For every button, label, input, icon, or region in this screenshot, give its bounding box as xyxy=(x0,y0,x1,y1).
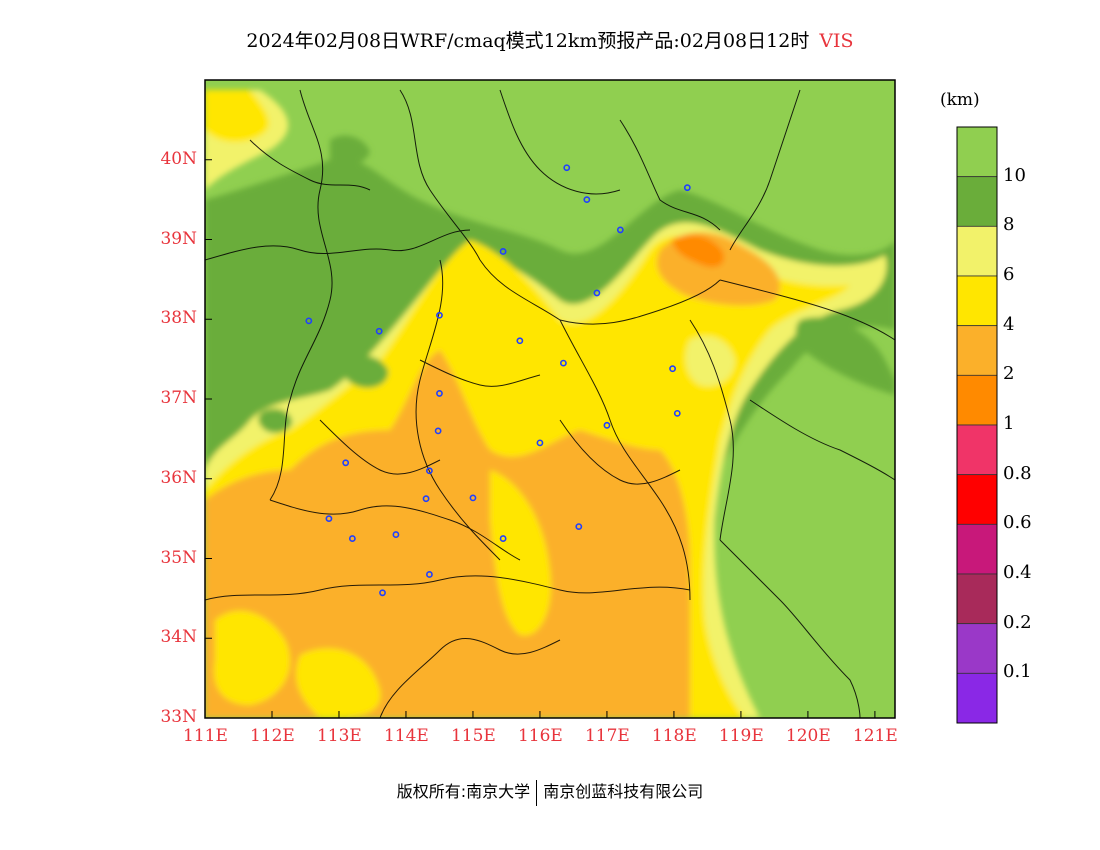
city-marker xyxy=(342,459,350,467)
forecast-field xyxy=(205,80,895,718)
variable-name: VIS xyxy=(819,30,854,52)
lat-label: 35N xyxy=(160,547,197,568)
lon-label: 119E xyxy=(718,726,764,746)
lon-label: 120E xyxy=(785,726,831,746)
colorbar-label: 8 xyxy=(1003,214,1015,236)
colorbar-segment xyxy=(956,126,998,178)
vis-patch-8-10-c xyxy=(258,408,292,433)
city-marker xyxy=(426,467,433,475)
colorbar-segment xyxy=(956,275,998,327)
city-marker xyxy=(673,409,681,417)
colorbar-unit: (km) xyxy=(940,90,980,110)
lat-label: 38N xyxy=(160,308,197,329)
lat-label: 39N xyxy=(160,228,197,249)
vis-patch-8-10-b xyxy=(341,355,389,388)
lon-label: 121E xyxy=(852,726,898,746)
lon-label: 112E xyxy=(249,726,295,746)
colorbar-segment xyxy=(956,325,998,376)
vis-region-1-2 xyxy=(672,234,725,268)
axis-ticks xyxy=(204,159,876,719)
vis-patch-6-8-a xyxy=(685,336,735,387)
lat-label: 40N xyxy=(160,148,197,169)
city-marker xyxy=(593,289,601,297)
separator xyxy=(536,779,538,806)
colorbar xyxy=(956,126,998,724)
copyright-footer: 版权所有:南京大学 南京创蓝科技有限公司 xyxy=(0,778,1100,806)
colorbar-label: 0.4 xyxy=(1003,562,1032,583)
lat-label: 36N xyxy=(160,467,197,488)
city-marker xyxy=(499,535,507,542)
city-marker xyxy=(575,523,583,530)
lon-label: 118E xyxy=(651,726,697,746)
title-text: 2024年02月08日WRF/cmaq模式12km预报产品:02月08日12时 xyxy=(246,30,810,52)
lon-label: 117E xyxy=(584,726,630,746)
vis-patch-8-10-d xyxy=(795,317,895,395)
colorbar-label: 6 xyxy=(1003,264,1015,285)
lat-label: 37N xyxy=(160,388,197,408)
colorbar-segment xyxy=(956,225,998,277)
city-marker xyxy=(325,515,333,523)
city-marker xyxy=(559,359,567,367)
city-marker xyxy=(348,535,356,542)
colorbar-frame xyxy=(956,126,998,724)
lon-label: 111E xyxy=(183,726,228,746)
city-marker xyxy=(516,337,524,345)
city-marker xyxy=(583,196,591,204)
copyright-owner: 版权所有:南京大学 xyxy=(396,782,531,801)
colorbar-segment xyxy=(956,623,998,674)
vis-patch-4-6-c xyxy=(490,470,551,636)
city-marker xyxy=(422,495,430,503)
city-marker xyxy=(392,531,400,538)
colorbar-label: 4 xyxy=(1003,313,1015,335)
colorbar-label: 0.6 xyxy=(1003,512,1032,534)
colorbar-label: 0.2 xyxy=(1003,611,1032,633)
colorbar-segment xyxy=(956,176,998,227)
lon-label: 115E xyxy=(450,726,496,746)
colorbar-label: 0.1 xyxy=(1003,661,1032,683)
city-marker xyxy=(603,421,611,429)
city-marker xyxy=(436,311,443,319)
city-marker xyxy=(616,226,624,234)
vis-patch-8-10-a xyxy=(330,135,370,166)
colorbar-label: 2 xyxy=(1003,363,1015,385)
city-marker xyxy=(669,365,676,373)
colorbar-segment xyxy=(956,474,998,525)
lon-label: 116E xyxy=(517,726,563,746)
colorbar-label: 10 xyxy=(1003,164,1026,186)
city-marker xyxy=(469,494,477,502)
province-boundaries xyxy=(205,89,895,718)
city-marker xyxy=(436,390,443,397)
city-markers xyxy=(305,164,691,597)
city-marker xyxy=(499,248,507,255)
copyright-company: 南京创蓝科技有限公司 xyxy=(543,782,704,801)
lat-label: 34N xyxy=(160,627,197,648)
colorbar-segment xyxy=(956,672,998,724)
colorbar-label: 1 xyxy=(1003,413,1015,434)
lon-label: 114E xyxy=(383,726,429,746)
lon-label: 113E xyxy=(316,726,362,746)
city-marker xyxy=(434,427,442,435)
colorbar-label: 0.8 xyxy=(1003,462,1032,484)
city-marker xyxy=(426,571,433,578)
city-marker xyxy=(375,327,383,335)
colorbar-segment xyxy=(956,523,998,575)
vis-region-2-4 xyxy=(205,350,690,718)
city-marker xyxy=(536,439,544,447)
vis-patch-4-6-b xyxy=(296,648,381,718)
city-marker xyxy=(305,317,313,325)
map-title: 2024年02月08日WRF/cmaq模式12km预报产品:02月08日12时 V… xyxy=(0,26,1100,53)
lat-label: 33N xyxy=(160,707,197,727)
city-marker xyxy=(379,589,386,597)
colorbar-segment xyxy=(956,573,998,625)
colorbar-segment xyxy=(956,374,998,426)
city-marker xyxy=(683,184,691,192)
city-marker xyxy=(563,164,571,172)
colorbar-segment xyxy=(956,424,998,476)
vis-patch-4-6-a xyxy=(214,610,291,705)
